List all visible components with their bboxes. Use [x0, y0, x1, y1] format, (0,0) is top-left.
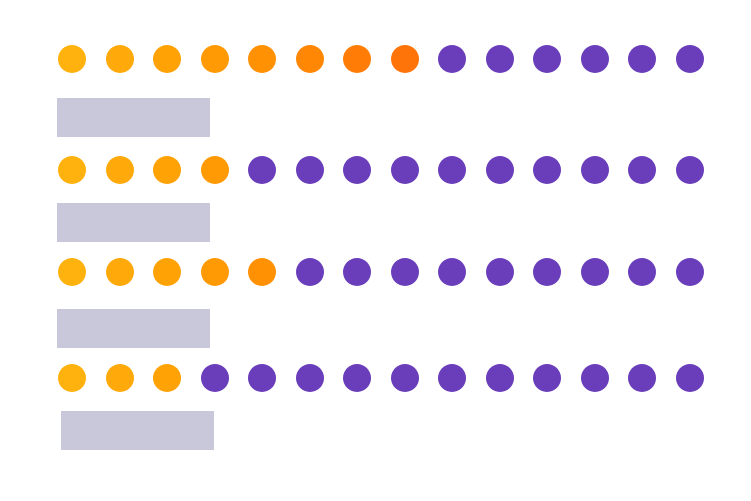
placeholder-bar-4: [61, 411, 214, 450]
empty-dot: [675, 156, 704, 184]
empty-dot: [533, 45, 561, 73]
empty-dot: [343, 156, 371, 184]
empty-dot: [675, 364, 704, 392]
filled-dot: [295, 45, 324, 73]
empty-dot: [485, 258, 514, 286]
filled-dot: [58, 156, 86, 184]
empty-dot: [580, 156, 609, 184]
empty-dot: [248, 364, 276, 392]
empty-dot: [438, 156, 466, 184]
empty-dot: [628, 258, 656, 286]
filled-dot: [105, 364, 134, 392]
placeholder-bar-2: [57, 203, 210, 242]
empty-dot: [485, 45, 514, 73]
empty-dot: [533, 364, 561, 392]
filled-dot: [200, 258, 229, 286]
empty-dot: [580, 258, 609, 286]
empty-dot: [628, 364, 656, 392]
empty-dot: [628, 45, 656, 73]
empty-dot: [343, 258, 371, 286]
filled-dot: [200, 45, 229, 73]
filled-dot: [200, 156, 229, 184]
placeholder-bar-3: [57, 309, 210, 348]
filled-dot: [58, 45, 86, 73]
empty-dot: [390, 156, 419, 184]
empty-dot: [485, 156, 514, 184]
filled-dot: [248, 45, 276, 73]
filled-dot: [105, 156, 134, 184]
empty-dot: [343, 364, 371, 392]
empty-dot: [675, 258, 704, 286]
filled-dot: [153, 45, 181, 73]
empty-dot: [390, 258, 419, 286]
filled-dot: [58, 258, 86, 286]
placeholder-bar-1: [57, 98, 210, 137]
empty-dot: [200, 364, 229, 392]
empty-dot: [438, 258, 466, 286]
empty-dot: [580, 45, 609, 73]
filled-dot: [105, 45, 134, 73]
empty-dot: [295, 258, 324, 286]
empty-dot: [295, 156, 324, 184]
filled-dot: [390, 45, 419, 73]
empty-dot: [295, 364, 324, 392]
empty-dot: [580, 364, 609, 392]
filled-dot: [153, 258, 181, 286]
empty-dot: [438, 364, 466, 392]
filled-dot: [343, 45, 371, 73]
empty-dot: [438, 45, 466, 73]
filled-dot: [248, 258, 276, 286]
filled-dot: [153, 156, 181, 184]
empty-dot: [628, 156, 656, 184]
filled-dot: [105, 258, 134, 286]
empty-dot: [485, 364, 514, 392]
empty-dot: [248, 156, 276, 184]
filled-dot: [153, 364, 181, 392]
empty-dot: [533, 258, 561, 286]
empty-dot: [390, 364, 419, 392]
empty-dot: [533, 156, 561, 184]
filled-dot: [58, 364, 86, 392]
empty-dot: [675, 45, 704, 73]
